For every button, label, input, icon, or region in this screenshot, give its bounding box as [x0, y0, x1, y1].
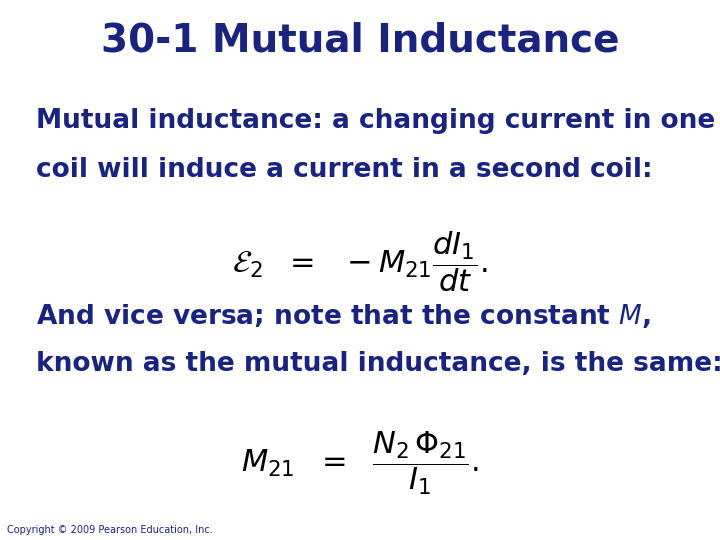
Text: 30-1 Mutual Inductance: 30-1 Mutual Inductance — [101, 22, 619, 59]
Text: Copyright © 2009 Pearson Education, Inc.: Copyright © 2009 Pearson Education, Inc. — [7, 524, 213, 535]
Text: coil will induce a current in a second coil:: coil will induce a current in a second c… — [36, 157, 652, 183]
Text: And vice versa; note that the constant $M$,: And vice versa; note that the constant $… — [36, 302, 651, 330]
Text: known as the mutual inductance, is the same:: known as the mutual inductance, is the s… — [36, 351, 720, 377]
Text: Mutual inductance: a changing current in one: Mutual inductance: a changing current in… — [36, 108, 715, 134]
Text: $M_{21} \ \ = \ \ \dfrac{N_2\,\Phi_{21}}{I_1}.$: $M_{21} \ \ = \ \ \dfrac{N_2\,\Phi_{21}}… — [241, 429, 479, 497]
Text: $\mathcal{E}_2 \ \ = \ \ -M_{21}\dfrac{dI_1}{dt}.$: $\mathcal{E}_2 \ \ = \ \ -M_{21}\dfrac{d… — [233, 230, 487, 294]
